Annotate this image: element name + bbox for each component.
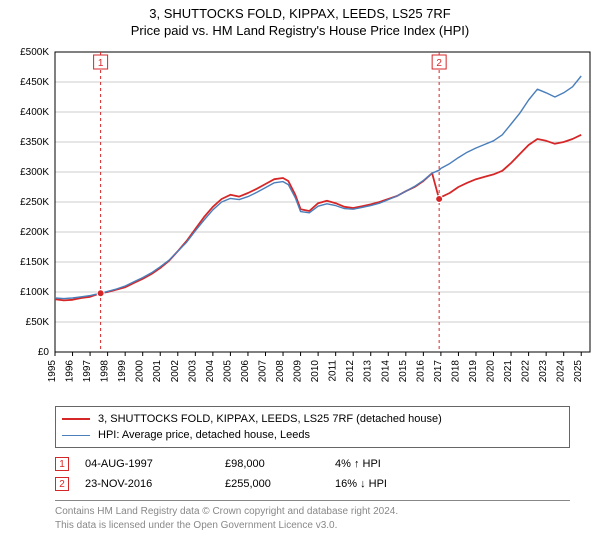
event-marker: 1 — [55, 457, 69, 471]
svg-text:1999: 1999 — [117, 360, 128, 383]
event-row: 2 23-NOV-2016£255,00016% ↓ HPI — [55, 474, 570, 494]
event-marker: 2 — [55, 477, 69, 491]
chart-title-line1: 3, SHUTTOCKS FOLD, KIPPAX, LEEDS, LS25 7… — [0, 0, 600, 21]
svg-text:2005: 2005 — [222, 360, 233, 383]
event-price: £255,000 — [225, 478, 335, 490]
svg-text:2022: 2022 — [521, 360, 532, 383]
svg-text:£150K: £150K — [20, 257, 49, 268]
footer: Contains HM Land Registry data © Crown c… — [55, 500, 570, 532]
svg-text:£0: £0 — [38, 347, 50, 358]
svg-text:2024: 2024 — [556, 360, 567, 383]
svg-text:2014: 2014 — [380, 360, 391, 383]
svg-text:£450K: £450K — [20, 77, 49, 88]
svg-text:1: 1 — [98, 58, 104, 69]
chart-svg: £0 £50K £100K £150K £200K £250K £300K £350K £400… — [0, 42, 600, 402]
svg-text:2008: 2008 — [275, 360, 286, 383]
svg-text:2018: 2018 — [450, 360, 461, 383]
footer-line2: This data is licensed under the Open Gov… — [55, 519, 570, 533]
legend-item: 3, SHUTTOCKS FOLD, KIPPAX, LEEDS, LS25 7… — [62, 411, 563, 427]
svg-text:2001: 2001 — [152, 360, 163, 383]
svg-text:1998: 1998 — [100, 360, 111, 383]
svg-text:2: 2 — [436, 58, 442, 69]
svg-text:2019: 2019 — [468, 360, 479, 383]
svg-text:2002: 2002 — [170, 360, 181, 383]
svg-text:2006: 2006 — [240, 360, 251, 383]
svg-text:£500K: £500K — [20, 47, 49, 58]
legend-box: 3, SHUTTOCKS FOLD, KIPPAX, LEEDS, LS25 7… — [55, 406, 570, 448]
svg-text:2007: 2007 — [257, 360, 268, 383]
svg-text:2004: 2004 — [205, 360, 216, 383]
chart-area: £0 £50K £100K £150K £200K £250K £300K £350K £400… — [0, 42, 600, 402]
event-delta: 16% ↓ HPI — [335, 478, 387, 490]
footer-line1: Contains HM Land Registry data © Crown c… — [55, 505, 570, 519]
svg-text:2010: 2010 — [310, 360, 321, 383]
svg-text:£50K: £50K — [26, 317, 50, 328]
chart-title-line2: Price paid vs. HM Land Registry's House … — [0, 21, 600, 42]
svg-text:1995: 1995 — [47, 360, 58, 383]
svg-text:2012: 2012 — [345, 360, 356, 383]
legend-item: HPI: Average price, detached house, Leed… — [62, 427, 563, 443]
event-date: 04-AUG-1997 — [85, 458, 225, 470]
svg-text:2003: 2003 — [187, 360, 198, 383]
svg-text:2013: 2013 — [363, 360, 374, 383]
svg-text:2020: 2020 — [486, 360, 497, 383]
svg-text:1997: 1997 — [82, 360, 93, 383]
legend-swatch — [62, 418, 90, 420]
svg-text:£200K: £200K — [20, 227, 49, 238]
svg-text:1996: 1996 — [65, 360, 76, 383]
events-table: 1 04-AUG-1997£98,0004% ↑ HPI 2 23-NOV-2016£… — [55, 454, 570, 494]
svg-text:2023: 2023 — [538, 360, 549, 383]
event-delta: 4% ↑ HPI — [335, 458, 381, 470]
svg-text:£400K: £400K — [20, 107, 49, 118]
svg-text:£250K: £250K — [20, 197, 49, 208]
svg-text:£350K: £350K — [20, 137, 49, 148]
event-price: £98,000 — [225, 458, 335, 470]
svg-text:2025: 2025 — [573, 360, 584, 383]
svg-text:2017: 2017 — [433, 360, 444, 383]
svg-text:2009: 2009 — [293, 360, 304, 383]
svg-text:2016: 2016 — [415, 360, 426, 383]
legend-swatch — [62, 435, 90, 436]
legend-label: HPI: Average price, detached house, Leed… — [98, 429, 310, 441]
event-date: 23-NOV-2016 — [85, 478, 225, 490]
svg-text:2011: 2011 — [328, 360, 339, 382]
svg-text:2000: 2000 — [135, 360, 146, 383]
svg-text:£300K: £300K — [20, 167, 49, 178]
svg-text:2015: 2015 — [398, 360, 409, 383]
legend-label: 3, SHUTTOCKS FOLD, KIPPAX, LEEDS, LS25 7… — [98, 413, 442, 425]
svg-text:2021: 2021 — [503, 360, 514, 383]
svg-text:£100K: £100K — [20, 287, 49, 298]
event-row: 1 04-AUG-1997£98,0004% ↑ HPI — [55, 454, 570, 474]
